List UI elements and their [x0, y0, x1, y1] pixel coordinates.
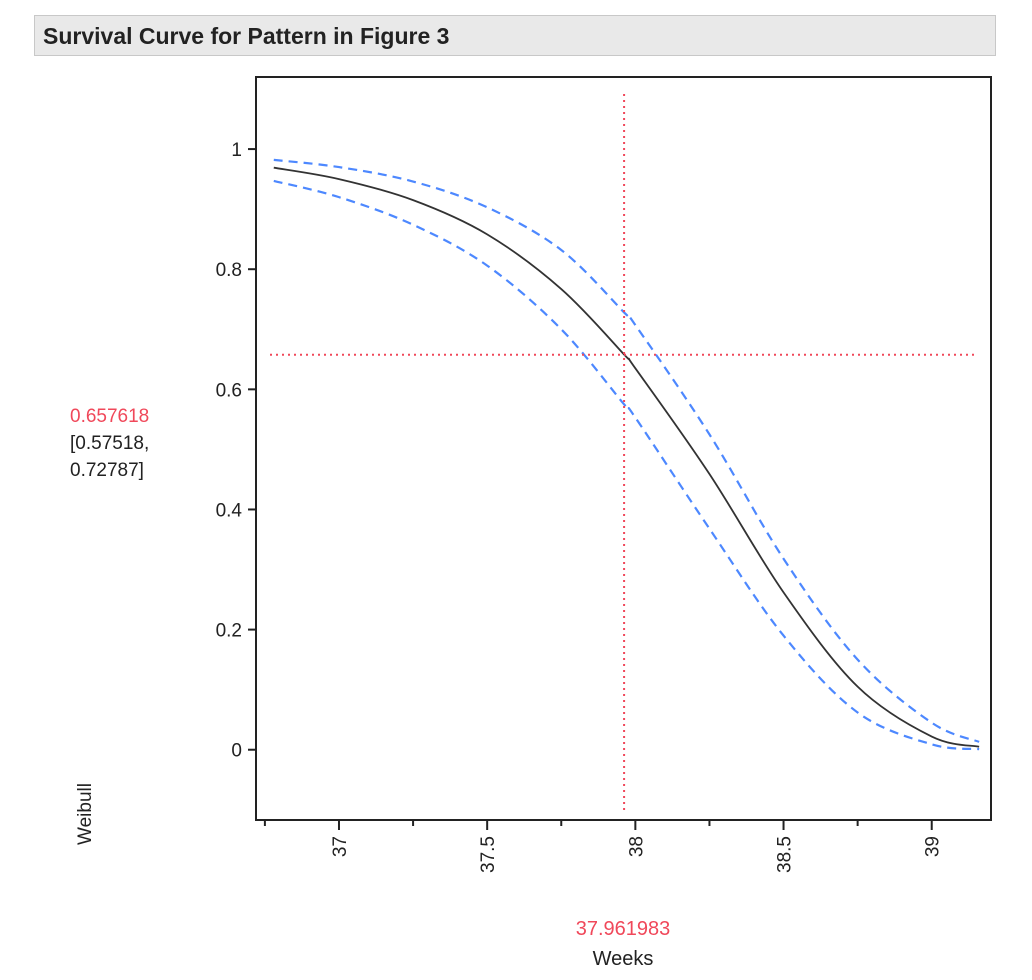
chart-title: Survival Curve for Pattern in Figure 3 [43, 23, 450, 49]
upper-confidence-line [273, 158, 980, 743]
x-tick-label: 39 [923, 836, 944, 857]
x-tick-label: 37 [330, 836, 351, 857]
y-tick-label: 0.4 [216, 500, 243, 521]
survival-estimate-line [273, 166, 980, 748]
y-tick-label: 0.2 [216, 621, 242, 642]
x-axis-label: Weeks [592, 948, 654, 970]
chart-title-bar: Survival Curve for Pattern in Figure 3 [34, 15, 996, 56]
x-readout-value: 37.961983 [575, 918, 671, 940]
y-readout-value: 0.657618 [70, 406, 150, 427]
lower-confidence-line [273, 179, 980, 751]
x-tick-label: 37.5 [478, 836, 499, 873]
y-readout-ci-high: 0.72787] [70, 460, 144, 481]
y-tick-label: 0.6 [216, 380, 242, 401]
y-axis-label: Weibull [75, 783, 96, 845]
x-tick-label: 38.5 [775, 836, 796, 873]
y-readout-ci-low: [0.57518, [70, 433, 150, 454]
x-tick-label: 38 [626, 836, 647, 857]
y-tick-label: 0 [231, 741, 242, 762]
y-tick-label: 0.8 [216, 260, 242, 281]
y-tick-label: 1 [231, 140, 242, 161]
